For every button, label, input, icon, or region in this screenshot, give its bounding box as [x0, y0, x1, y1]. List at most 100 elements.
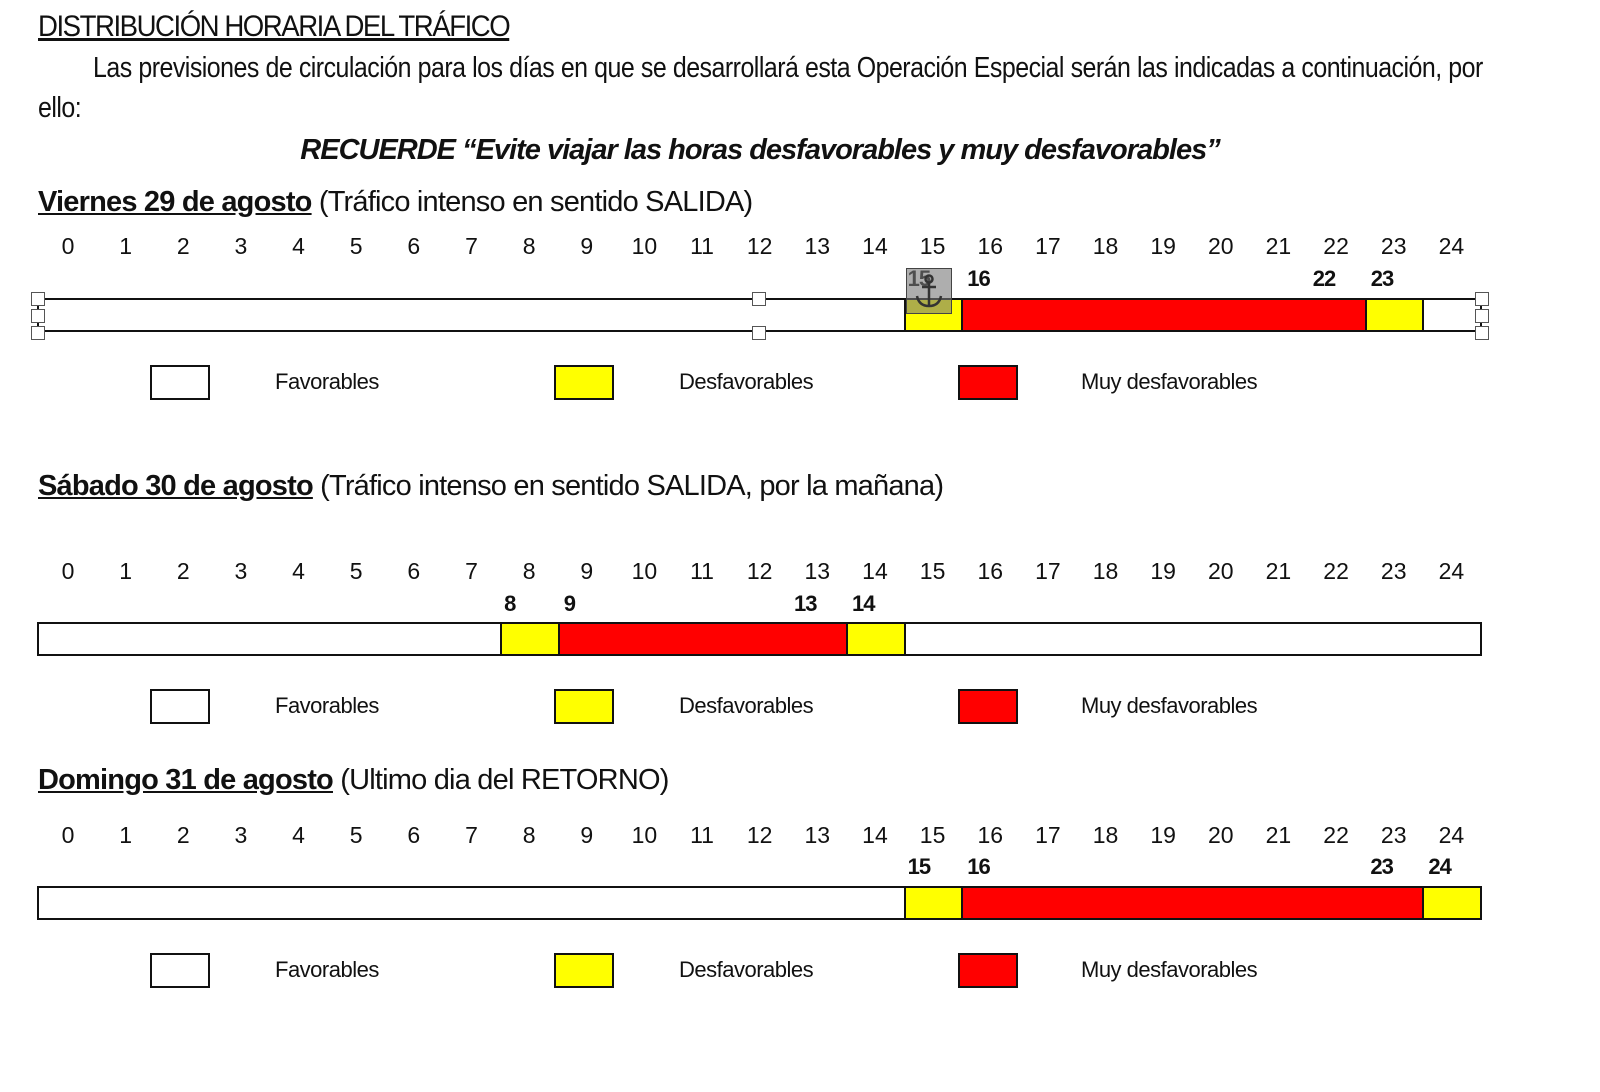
- hour-tick-label: 12: [746, 233, 773, 259]
- hour-tick-label: 17: [1035, 822, 1061, 848]
- hour-tick-label: 8: [522, 233, 536, 259]
- segment-desfavorable: [903, 888, 962, 918]
- day-note: (Tráfico intenso en sentido SALIDA): [311, 186, 753, 218]
- segment-muy-desfavorable: [557, 624, 846, 654]
- hour-tick-label: 8: [522, 558, 536, 584]
- segment-desfavorable: [845, 624, 904, 654]
- boundary-hour-label: 9: [563, 591, 576, 616]
- hour-tick-label: 11: [690, 558, 714, 584]
- hour-tick-label: 4: [292, 233, 305, 259]
- legend-swatch-favorable: [150, 689, 210, 724]
- hour-tick-label: 23: [1380, 233, 1407, 259]
- day-note: (Ultimo dia del RETORNO): [332, 764, 669, 796]
- segment-muy-desfavorable: [961, 300, 1365, 330]
- selection-handle[interactable]: [752, 326, 766, 340]
- segment-desfavorable: [1364, 300, 1423, 330]
- hour-tick-label: 0: [61, 558, 75, 584]
- day-date: Domingo 31 de agosto: [38, 764, 334, 796]
- legend-label: Favorables: [275, 369, 379, 394]
- hour-tick-label: 11: [690, 233, 714, 259]
- anchor-icon[interactable]: [906, 268, 952, 314]
- hour-tick-label: 24: [1438, 558, 1465, 584]
- legend-swatch-muy-desfavorable: [958, 689, 1018, 724]
- hour-tick-label: 16: [977, 822, 1004, 848]
- hour-tick-label: 8: [522, 822, 536, 848]
- hour-tick-label: 3: [234, 233, 248, 259]
- hour-tick-label: 4: [292, 822, 305, 848]
- day-heading: Sábado 30 de agosto (Tráfico intenso en …: [38, 470, 944, 503]
- hour-tick-label: 17: [1035, 558, 1061, 584]
- boundary-hour-label: 15: [907, 854, 932, 879]
- hour-tick-label: 24: [1438, 233, 1465, 259]
- boundary-hour-label: 8: [504, 591, 516, 616]
- hour-tick-label: 19: [1150, 822, 1176, 848]
- day-note: (Tráfico intenso en sentido SALIDA, por …: [312, 470, 944, 502]
- hour-tick-label: 1: [119, 822, 133, 848]
- segment-muy-desfavorable: [961, 888, 1423, 918]
- page-title: DISTRIBUCIÓN HORARIA DEL TRÁFICO: [38, 10, 511, 43]
- selection-handle[interactable]: [1475, 292, 1489, 306]
- legend-swatch-desfavorable: [554, 689, 614, 724]
- hour-tick-label: 22: [1323, 233, 1349, 259]
- hour-tick-label: 14: [862, 558, 888, 584]
- hour-tick-label: 5: [349, 822, 363, 848]
- hour-tick-label: 3: [234, 558, 248, 584]
- hour-tick-label: 9: [580, 822, 594, 848]
- hour-tick-label: 11: [690, 822, 714, 848]
- timeline-bar: [37, 886, 1482, 920]
- hour-tick-label: 6: [407, 233, 421, 259]
- day-date: Viernes 29 de agosto: [38, 186, 312, 218]
- segment-desfavorable: [1422, 888, 1480, 918]
- legend-swatch-muy-desfavorable: [958, 953, 1018, 988]
- hour-tick-label: 12: [746, 822, 773, 848]
- boundary-hour-label: 16: [967, 266, 991, 291]
- intro-paragraph: Las previsiones de circulación para los …: [38, 52, 1483, 124]
- legend-label: Desfavorables: [679, 957, 814, 982]
- boundary-hour-label: 22: [1312, 266, 1337, 291]
- hour-tick-label: 18: [1092, 558, 1119, 584]
- selection-handle[interactable]: [31, 309, 45, 323]
- hour-tick-label: 21: [1265, 558, 1292, 584]
- hour-tick-label: 13: [804, 233, 831, 259]
- boundary-hour-label: 24: [1428, 854, 1452, 879]
- hour-tick-label: 17: [1035, 233, 1061, 259]
- hour-tick-label: 6: [407, 558, 421, 584]
- hour-tick-label: 16: [977, 558, 1004, 584]
- hour-tick-label: 5: [349, 558, 363, 584]
- hour-tick-label: 22: [1323, 822, 1349, 848]
- hour-tick-label: 9: [580, 558, 594, 584]
- legend-swatch-favorable: [150, 365, 210, 400]
- hour-tick-label: 0: [61, 822, 75, 848]
- selection-handle[interactable]: [31, 292, 45, 306]
- legend-label: Muy desfavorables: [1081, 369, 1258, 394]
- hour-tick-label: 1: [119, 558, 133, 584]
- hour-tick-label: 16: [977, 233, 1004, 259]
- selection-handle[interactable]: [1475, 326, 1489, 340]
- hour-tick-label: 1: [119, 233, 133, 259]
- hour-tick-label: 7: [465, 822, 478, 848]
- boundary-hour-label: 23: [1370, 854, 1394, 879]
- hour-tick-label: 2: [176, 822, 190, 848]
- legend-label: Favorables: [275, 957, 379, 982]
- hour-tick-label: 0: [61, 233, 75, 259]
- hour-tick-label: 4: [292, 558, 305, 584]
- selection-handle[interactable]: [31, 326, 45, 340]
- hour-tick-label: 10: [631, 233, 658, 259]
- day-heading: Viernes 29 de agosto (Tráfico intenso en…: [38, 186, 753, 219]
- legend-label: Desfavorables: [679, 369, 814, 394]
- legend-swatch-desfavorable: [554, 365, 614, 400]
- hour-tick-label: 7: [465, 233, 478, 259]
- hour-tick-label: 21: [1265, 822, 1292, 848]
- hour-tick-label: 20: [1208, 233, 1234, 259]
- hour-tick-label: 7: [465, 558, 478, 584]
- legend-swatch-muy-desfavorable: [958, 365, 1018, 400]
- selection-handle[interactable]: [752, 292, 766, 306]
- hour-tick-label: 13: [804, 558, 831, 584]
- selection-handle[interactable]: [1475, 309, 1489, 323]
- segment-divider: [1422, 300, 1425, 330]
- hour-tick-label: 23: [1380, 558, 1407, 584]
- hour-tick-label: 2: [176, 558, 190, 584]
- boundary-hour-label: 23: [1370, 266, 1395, 291]
- boundary-hour-label: 13: [793, 591, 818, 616]
